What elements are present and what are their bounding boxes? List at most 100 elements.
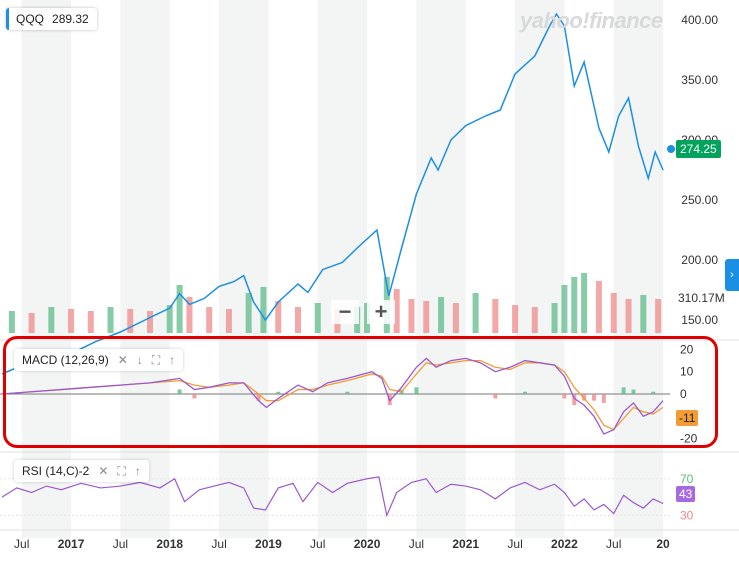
x-tick-label: 2021 xyxy=(452,537,479,551)
volume-bar xyxy=(127,309,134,333)
macd-histogram-bar xyxy=(345,391,350,394)
move-down-icon[interactable]: ↓ xyxy=(136,353,143,367)
volume-bar xyxy=(176,285,183,333)
x-tick-label: 2020 xyxy=(354,537,381,551)
time-band xyxy=(21,0,72,538)
x-tick-label: 2022 xyxy=(551,537,578,551)
macd-tick-label: 0 xyxy=(680,387,687,401)
brand-watermark: yahoo!finance xyxy=(520,8,663,33)
price-line xyxy=(1,12,664,375)
volume-bar xyxy=(610,293,617,333)
last-price-badge: 274.25 xyxy=(676,140,721,158)
volume-bar xyxy=(8,311,15,333)
expand-icon[interactable]: ⛶ xyxy=(117,463,126,478)
volume-bar xyxy=(625,299,632,333)
macd-chip[interactable]: MACD (12,26,9) ✕ ↓ ⛶ ↑ xyxy=(14,349,184,371)
volume-bar xyxy=(87,311,94,333)
macd-value-badge: -11 xyxy=(676,410,699,426)
macd-histogram-bar xyxy=(631,389,636,394)
macd-histogram-bar xyxy=(493,394,498,399)
close-icon[interactable]: ✕ xyxy=(98,464,109,478)
rsi-tick-label: 30 xyxy=(680,508,694,522)
zoom-out-button[interactable]: − xyxy=(331,299,359,324)
macd-tick-label: -20 xyxy=(680,432,698,446)
macd-histogram-bar xyxy=(414,387,419,394)
volume-label: 310.17M xyxy=(678,291,725,305)
volume-bar xyxy=(314,303,321,333)
volume-bar xyxy=(295,307,301,333)
x-tick-label: Jul xyxy=(409,537,424,551)
rsi-label: RSI (14,C)-2 xyxy=(22,464,90,478)
x-tick-label: 20 xyxy=(656,537,670,551)
volume-bar xyxy=(655,299,662,333)
volume-bar xyxy=(640,295,647,333)
ticker-color-bar xyxy=(6,8,9,30)
volume-bar xyxy=(186,297,193,333)
volume-bar xyxy=(275,301,282,333)
move-up-icon[interactable]: ↑ xyxy=(169,353,176,367)
volume-bar xyxy=(551,303,558,333)
macd-signal-line xyxy=(1,359,664,431)
rsi-value-badge: 43 xyxy=(676,486,696,502)
price-tick-label: 400.00 xyxy=(681,13,718,27)
macd-histogram-bar xyxy=(522,391,527,394)
volume-bar xyxy=(48,307,55,333)
volume-bar xyxy=(492,299,499,333)
expand-icon[interactable]: ⛶ xyxy=(151,352,161,367)
macd-histogram-bar xyxy=(177,389,182,394)
x-tick-label: Jul xyxy=(113,537,128,551)
rsi-chip[interactable]: RSI (14,C)-2 ✕ ⛶ ↑ xyxy=(14,460,149,482)
volume-bar xyxy=(147,311,153,333)
volume-bar xyxy=(438,297,445,333)
volume-bar xyxy=(512,305,519,333)
x-tick-label: Jul xyxy=(310,537,325,551)
macd-histogram-bar xyxy=(582,394,587,401)
x-tick-label: 2019 xyxy=(255,537,282,551)
volume-bar xyxy=(28,313,35,333)
macd-tick-label: 20 xyxy=(680,342,694,356)
volume-bar xyxy=(561,285,568,333)
price-tick-label: 200.00 xyxy=(681,253,718,267)
x-tick-label: Jul xyxy=(211,537,226,551)
ticker-chip[interactable]: QQQ 289.32 xyxy=(6,8,97,30)
time-band xyxy=(416,0,466,538)
macd-histogram-bar xyxy=(601,394,606,403)
macd-tick-label: 10 xyxy=(680,365,694,379)
ticker-value: 289.32 xyxy=(52,12,89,26)
time-band xyxy=(120,0,170,538)
volume-bar xyxy=(531,307,538,333)
ticker-symbol: QQQ xyxy=(16,12,45,26)
price-tick-label: 150.00 xyxy=(681,313,718,327)
x-tick-label: Jul xyxy=(606,537,621,551)
x-tick-label: 2018 xyxy=(156,537,183,551)
volume-bar xyxy=(423,301,430,333)
x-tick-label: 2017 xyxy=(58,537,85,551)
close-icon[interactable]: ✕ xyxy=(117,353,128,367)
time-band xyxy=(613,0,664,538)
volume-bar xyxy=(166,305,173,333)
move-up-icon[interactable]: ↑ xyxy=(134,464,141,478)
rsi-tick-label: 70 xyxy=(680,472,694,486)
zoom-in-button[interactable]: + xyxy=(367,299,395,324)
macd-histogram-bar xyxy=(572,394,577,406)
macd-line xyxy=(1,357,664,435)
volume-bar xyxy=(408,299,415,333)
volume-bar xyxy=(595,281,602,333)
volume-bar xyxy=(472,293,479,333)
volume-bar xyxy=(245,293,252,333)
price-tick-label: 350.00 xyxy=(681,73,718,87)
volume-bar xyxy=(225,309,232,333)
volume-bar xyxy=(68,309,75,333)
chevron-right-icon[interactable]: › xyxy=(725,259,739,291)
x-tick-label: Jul xyxy=(507,537,522,551)
macd-histogram-bar xyxy=(651,391,656,394)
volume-bar xyxy=(206,307,213,333)
macd-histogram-bar xyxy=(562,394,567,399)
x-tick-label: Jul xyxy=(14,537,29,551)
volume-bar xyxy=(107,307,114,333)
time-band xyxy=(515,0,565,538)
rsi-line xyxy=(1,476,664,518)
last-price-dot xyxy=(667,145,675,153)
